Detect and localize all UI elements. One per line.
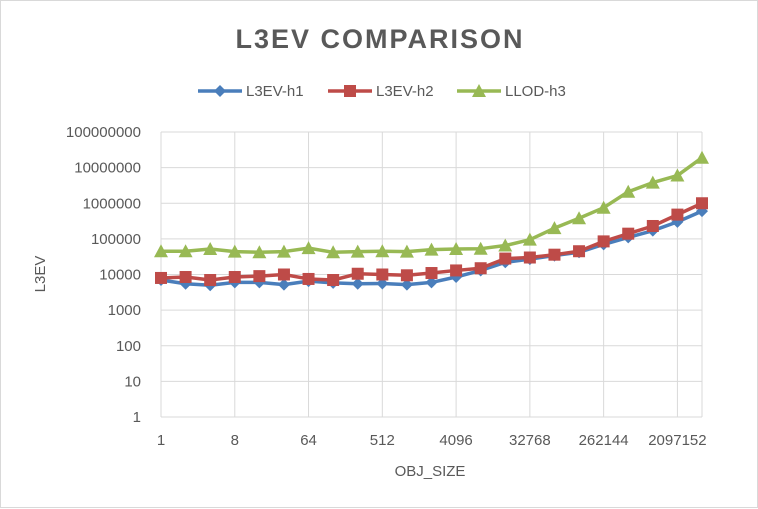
x-tick-label: 2097152 xyxy=(648,432,706,449)
y-tick-label: 100000 xyxy=(91,231,141,248)
data-point xyxy=(695,150,709,164)
data-point xyxy=(227,244,242,258)
legend-label: LLOD-h3 xyxy=(505,83,566,100)
x-tick-label: 8 xyxy=(231,432,239,449)
data-point xyxy=(522,232,537,246)
data-point xyxy=(400,269,413,282)
data-point xyxy=(375,244,390,258)
y-tick-label: 1000 xyxy=(108,302,141,319)
y-tick-label: 10000000 xyxy=(74,160,141,177)
data-point xyxy=(179,271,192,284)
x-tick-label: 4096 xyxy=(439,432,472,449)
data-point xyxy=(424,242,439,256)
data-point xyxy=(498,238,513,252)
data-point xyxy=(204,274,217,287)
legend-item: L3EV-h2 xyxy=(328,83,434,100)
data-point xyxy=(573,245,586,258)
y-tick-label: 100 xyxy=(116,338,141,355)
data-point xyxy=(326,245,341,259)
data-point xyxy=(621,184,636,198)
data-point xyxy=(474,262,487,275)
legend-item: L3EV-h1 xyxy=(198,83,304,100)
data-point xyxy=(671,208,684,221)
data-point xyxy=(253,270,266,283)
data-point xyxy=(178,244,193,258)
data-point xyxy=(450,264,463,277)
legend: L3EV-h1 L3EV-h2 LLOD-h3 xyxy=(198,83,566,100)
legend-item: LLOD-h3 xyxy=(457,83,566,100)
legend-label: L3EV-h2 xyxy=(376,83,434,100)
chart-title: L3EV COMPARISON xyxy=(235,24,524,54)
data-point xyxy=(547,221,562,235)
data-point xyxy=(646,219,659,232)
data-point xyxy=(327,274,340,287)
data-point xyxy=(350,244,365,258)
data-point xyxy=(645,175,660,189)
data-point xyxy=(425,267,438,280)
legend-marker xyxy=(472,84,486,97)
data-point xyxy=(302,272,315,285)
data-point xyxy=(228,271,241,284)
data-point xyxy=(449,241,464,255)
y-tick-label: 1 xyxy=(133,409,141,426)
series-layer xyxy=(154,150,709,292)
y-tick-label: 100000000 xyxy=(66,124,141,141)
data-point xyxy=(351,267,364,280)
data-point xyxy=(597,235,610,248)
y-tick-label: 10 xyxy=(124,373,141,390)
data-point xyxy=(276,244,291,258)
x-tick-label: 512 xyxy=(370,432,395,449)
data-point xyxy=(696,197,708,210)
data-point xyxy=(499,252,512,265)
data-point xyxy=(301,241,316,255)
data-point xyxy=(203,241,218,255)
data-point xyxy=(572,211,587,225)
x-axis-ticks: 1 8 64 512 4096 32768 262144 2097152 xyxy=(157,432,707,449)
data-point xyxy=(399,244,414,258)
data-point xyxy=(277,278,290,291)
data-point xyxy=(154,244,168,258)
data-point xyxy=(473,241,488,255)
data-point xyxy=(596,200,611,214)
x-tick-label: 1 xyxy=(157,432,165,449)
series-LLOD-h3 xyxy=(154,150,709,259)
y-axis-label: L3EV xyxy=(32,256,49,293)
data-point xyxy=(277,268,290,281)
x-tick-label: 262144 xyxy=(579,432,629,449)
data-point xyxy=(155,271,167,284)
data-point xyxy=(548,248,561,261)
data-point xyxy=(622,227,635,240)
series-L3EV-h2 xyxy=(155,197,708,287)
data-point xyxy=(376,268,389,281)
data-point xyxy=(523,251,536,264)
data-point xyxy=(400,278,413,291)
data-point xyxy=(252,245,267,259)
y-tick-label: 10000 xyxy=(99,267,141,284)
legend-marker xyxy=(344,85,356,97)
data-point xyxy=(425,276,438,289)
y-tick-label: 1000000 xyxy=(83,195,141,212)
y-axis-ticks: 1 10 100 1000 10000 100000 1000000 10000000 1000… xyxy=(66,124,141,426)
legend-label: L3EV-h1 xyxy=(246,83,304,100)
x-axis-label: OBJ_SIZE xyxy=(395,463,466,480)
data-point xyxy=(670,168,685,182)
data-point xyxy=(351,277,364,290)
x-tick-label: 64 xyxy=(300,432,317,449)
x-tick-label: 32768 xyxy=(509,432,551,449)
legend-marker xyxy=(214,85,226,97)
